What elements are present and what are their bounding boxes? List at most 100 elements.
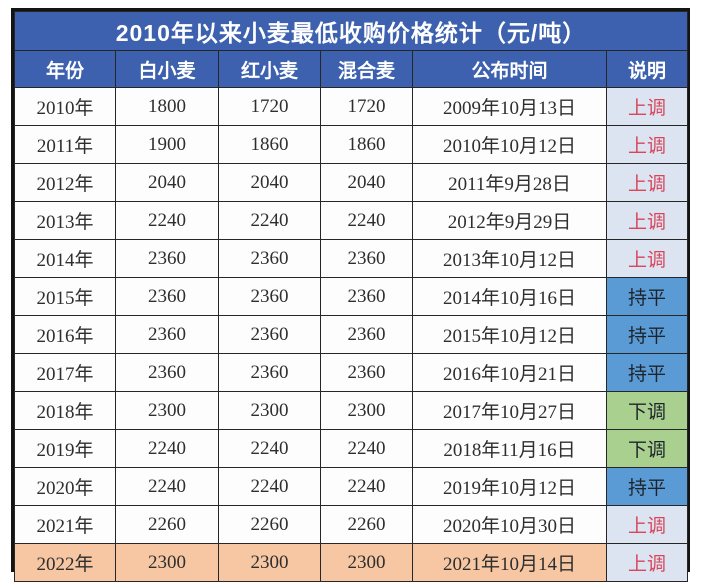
year-cell: 2016年 bbox=[14, 315, 116, 354]
wheat-price-table: 2010年以来小麦最低收购价格统计（元/吨） 年份 白小麦 红小麦 混合麦 公布… bbox=[11, 8, 690, 582]
status-badge: 上调 bbox=[606, 505, 688, 544]
year-cell: 2021年 bbox=[14, 505, 116, 544]
year-cell: 2018年 bbox=[14, 391, 116, 430]
status-badge: 上调 bbox=[606, 87, 688, 126]
year-cell: 2012年 bbox=[14, 163, 116, 202]
price-table: 2010年以来小麦最低收购价格统计（元/吨） 年份 白小麦 红小麦 混合麦 公布… bbox=[14, 11, 688, 582]
column-header-note: 说明 bbox=[606, 50, 688, 88]
white-wheat-cell: 2240 bbox=[115, 467, 219, 506]
publish-date-cell: 2011年9月28日 bbox=[412, 163, 607, 202]
status-badge: 持平 bbox=[606, 277, 688, 316]
table-row: 2011年 1900 1860 1860 2010年10月12日 上调 bbox=[14, 125, 688, 164]
status-badge: 上调 bbox=[606, 125, 688, 164]
year-cell: 2015年 bbox=[14, 277, 116, 316]
status-badge: 持平 bbox=[606, 467, 688, 506]
table-row: 2013年 2240 2240 2240 2012年9月29日 上调 bbox=[14, 201, 688, 240]
red-wheat-cell: 2260 bbox=[218, 505, 321, 544]
white-wheat-cell: 1900 bbox=[115, 125, 219, 164]
status-badge: 下调 bbox=[606, 429, 688, 468]
publish-date-cell: 2010年10月12日 bbox=[412, 125, 607, 164]
red-wheat-cell: 1720 bbox=[218, 87, 321, 126]
red-wheat-cell: 2360 bbox=[218, 277, 321, 316]
mixed-wheat-cell: 2360 bbox=[320, 277, 413, 316]
table-row: 2012年 2040 2040 2040 2011年9月28日 上调 bbox=[14, 163, 688, 202]
table-row: 2010年 1800 1720 1720 2009年10月13日 上调 bbox=[14, 87, 688, 126]
publish-date-cell: 2021年10月14日 bbox=[412, 543, 607, 582]
white-wheat-cell: 2360 bbox=[115, 277, 219, 316]
white-wheat-cell: 2360 bbox=[115, 353, 219, 392]
column-header-red-wheat: 红小麦 bbox=[218, 50, 321, 88]
column-header-publish-date: 公布时间 bbox=[412, 50, 607, 88]
year-cell: 2011年 bbox=[14, 125, 116, 164]
white-wheat-cell: 2300 bbox=[115, 543, 219, 582]
red-wheat-cell: 2240 bbox=[218, 467, 321, 506]
white-wheat-cell: 2240 bbox=[115, 429, 219, 468]
table-row: 2017年 2360 2360 2360 2016年10月21日 持平 bbox=[14, 353, 688, 392]
red-wheat-cell: 2240 bbox=[218, 201, 321, 240]
white-wheat-cell: 2360 bbox=[115, 315, 219, 354]
publish-date-cell: 2018年11月16日 bbox=[412, 429, 607, 468]
status-badge: 上调 bbox=[606, 543, 688, 582]
column-header-white-wheat: 白小麦 bbox=[115, 50, 219, 88]
publish-date-cell: 2019年10月12日 bbox=[412, 467, 607, 506]
column-header-mixed-wheat: 混合麦 bbox=[320, 50, 413, 88]
year-cell: 2014年 bbox=[14, 239, 116, 278]
red-wheat-cell: 1860 bbox=[218, 125, 321, 164]
red-wheat-cell: 2360 bbox=[218, 315, 321, 354]
red-wheat-cell: 2300 bbox=[218, 391, 321, 430]
status-badge: 上调 bbox=[606, 201, 688, 240]
year-cell: 2020年 bbox=[14, 467, 116, 506]
publish-date-cell: 2015年10月12日 bbox=[412, 315, 607, 354]
white-wheat-cell: 2260 bbox=[115, 505, 219, 544]
white-wheat-cell: 2040 bbox=[115, 163, 219, 202]
table-row: 2019年 2240 2240 2240 2018年11月16日 下调 bbox=[14, 429, 688, 468]
table-row: 2015年 2360 2360 2360 2014年10月16日 持平 bbox=[14, 277, 688, 316]
white-wheat-cell: 2240 bbox=[115, 201, 219, 240]
mixed-wheat-cell: 2260 bbox=[320, 505, 413, 544]
mixed-wheat-cell: 1720 bbox=[320, 87, 413, 126]
status-badge: 上调 bbox=[606, 163, 688, 202]
table-row: 2020年 2240 2240 2240 2019年10月12日 持平 bbox=[14, 467, 688, 506]
publish-date-cell: 2009年10月13日 bbox=[412, 87, 607, 126]
mixed-wheat-cell: 2240 bbox=[320, 201, 413, 240]
table-title-row: 2010年以来小麦最低收购价格统计（元/吨） bbox=[14, 11, 688, 51]
white-wheat-cell: 1800 bbox=[115, 87, 219, 126]
publish-date-cell: 2020年10月30日 bbox=[412, 505, 607, 544]
red-wheat-cell: 2360 bbox=[218, 239, 321, 278]
status-badge: 持平 bbox=[606, 315, 688, 354]
column-header-year: 年份 bbox=[14, 50, 116, 88]
year-cell: 2010年 bbox=[14, 87, 116, 126]
red-wheat-cell: 2040 bbox=[218, 163, 321, 202]
table-header-row: 年份 白小麦 红小麦 混合麦 公布时间 说明 bbox=[14, 50, 688, 88]
year-cell: 2013年 bbox=[14, 201, 116, 240]
mixed-wheat-cell: 2300 bbox=[320, 391, 413, 430]
publish-date-cell: 2017年10月27日 bbox=[412, 391, 607, 430]
mixed-wheat-cell: 2240 bbox=[320, 467, 413, 506]
status-badge: 下调 bbox=[606, 391, 688, 430]
mixed-wheat-cell: 2360 bbox=[320, 315, 413, 354]
table-row: 2014年 2360 2360 2360 2013年10月12日 上调 bbox=[14, 239, 688, 278]
mixed-wheat-cell: 2360 bbox=[320, 353, 413, 392]
table-row: 2018年 2300 2300 2300 2017年10月27日 下调 bbox=[14, 391, 688, 430]
year-cell: 2019年 bbox=[14, 429, 116, 468]
publish-date-cell: 2013年10月12日 bbox=[412, 239, 607, 278]
publish-date-cell: 2016年10月21日 bbox=[412, 353, 607, 392]
mixed-wheat-cell: 2300 bbox=[320, 543, 413, 582]
mixed-wheat-cell: 2360 bbox=[320, 239, 413, 278]
table-row: 2021年 2260 2260 2260 2020年10月30日 上调 bbox=[14, 505, 688, 544]
year-cell: 2017年 bbox=[14, 353, 116, 392]
white-wheat-cell: 2300 bbox=[115, 391, 219, 430]
mixed-wheat-cell: 2040 bbox=[320, 163, 413, 202]
red-wheat-cell: 2300 bbox=[218, 543, 321, 582]
red-wheat-cell: 2240 bbox=[218, 429, 321, 468]
red-wheat-cell: 2360 bbox=[218, 353, 321, 392]
table-row: 2022年 2300 2300 2300 2021年10月14日 上调 bbox=[14, 543, 688, 582]
year-cell: 2022年 bbox=[14, 543, 116, 582]
mixed-wheat-cell: 2240 bbox=[320, 429, 413, 468]
page-title: 2010年以来小麦最低收购价格统计（元/吨） bbox=[14, 11, 688, 51]
status-badge: 上调 bbox=[606, 239, 688, 278]
publish-date-cell: 2014年10月16日 bbox=[412, 277, 607, 316]
white-wheat-cell: 2360 bbox=[115, 239, 219, 278]
status-badge: 持平 bbox=[606, 353, 688, 392]
table-row: 2016年 2360 2360 2360 2015年10月12日 持平 bbox=[14, 315, 688, 354]
